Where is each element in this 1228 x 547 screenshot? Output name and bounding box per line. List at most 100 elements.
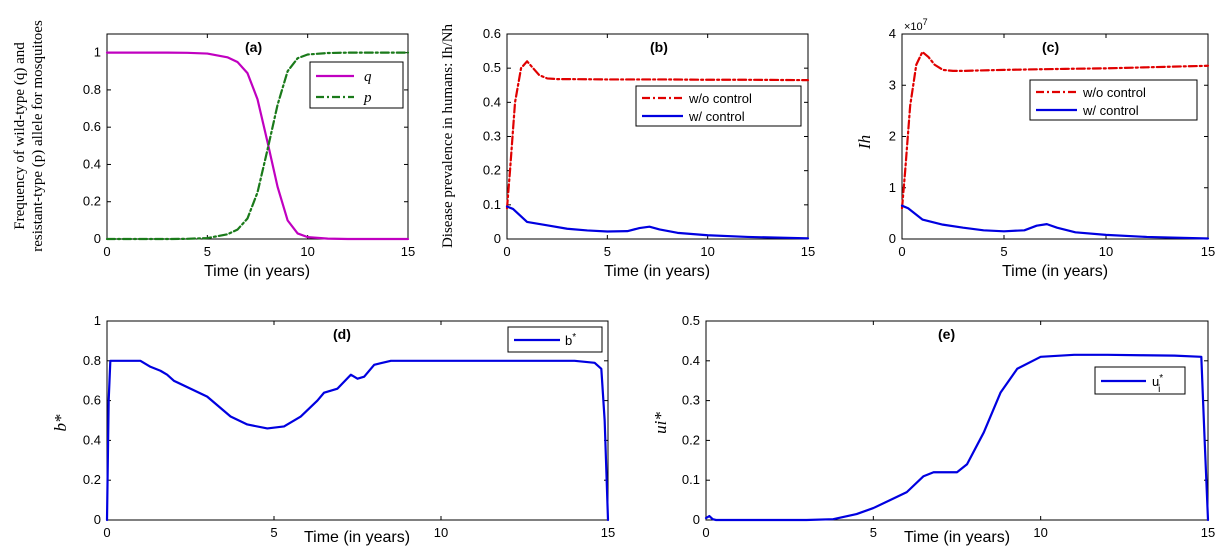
panel-b-ytick-label: 0.3 [483, 129, 501, 144]
panel-c-ylabel: Ih [855, 135, 874, 150]
panel-d-ylabel: b* [51, 414, 70, 432]
panel-a-xlabel: Time (in years) [204, 263, 310, 280]
panel-b-legend-box [635, 85, 802, 127]
panel-b-series-1-line [505, 205, 810, 240]
panel-b-plot: 0 5 10 15 0 0.1 0.2 0.3 0.4 0.5 0.6 [483, 26, 815, 259]
panel-c-axes [901, 33, 1209, 240]
panel-e-ylabel: ui* [651, 412, 670, 434]
panel-e-ytick-label: 0.3 [682, 393, 700, 408]
panel-d-ytick-label: 0.4 [83, 432, 101, 447]
panel-c-legend-box [1029, 79, 1198, 121]
panel-d-xtick-label: 5 [270, 525, 277, 540]
panel-c-ytick-label: 0 [889, 231, 896, 246]
panel-a-legend-label-p: p [363, 90, 372, 106]
panel-e-xlabel: Time (in years) [904, 529, 1010, 546]
panel-a-plot: 0 5 10 15 0 0.2 0.4 0.6 0.8 1 [83, 34, 415, 259]
panel-c-ytick-label: 3 [889, 77, 896, 92]
panel-d-ytick-label: 1 [94, 313, 101, 328]
panel-d-ytick-label: 0.8 [83, 353, 101, 368]
panel-a-axes [106, 33, 409, 240]
panel-b-ylabel: Disease prevalence in humans: Ih/Nh [440, 23, 456, 248]
panel-a-ylabel-line2: resistant-type (p) allele for mosquitoes [30, 20, 46, 252]
panel-d: 0 5 10 15 0 0.2 0.4 0.6 0.8 1 (d) Time (in years)… [51, 313, 615, 546]
panel-b-legend-label-w: w/ control [688, 109, 745, 124]
panel-d-xtick-label: 0 [103, 525, 110, 540]
panel-b-xtick-label: 10 [700, 244, 714, 259]
panel-e-ytick-label: 0.4 [682, 353, 700, 368]
panel-c-plot: 0 5 10 15 0 1 2 3 4 [889, 26, 1215, 259]
panel-e-ytick-label: 0 [693, 512, 700, 527]
panel-d-axes [106, 320, 609, 521]
panel-c-xtick-label: 10 [1099, 244, 1113, 259]
panel-e-axes [705, 320, 1209, 521]
panel-b-series-0-line [505, 60, 810, 210]
panel-a-legend-label-q: q [364, 69, 372, 85]
panel-e: 0 5 10 15 0 0.1 0.2 0.3 0.4 0.5 (e) Time (in year… [651, 313, 1215, 546]
panel-e-xtick-label: 10 [1033, 525, 1047, 540]
panel-d-xlabel: Time (in years) [304, 529, 410, 546]
panel-a-series-1-line [105, 51, 410, 241]
panel-b-ytick-label: 0.1 [483, 197, 501, 212]
panel-a-ytick-label: 0.6 [83, 119, 101, 134]
panel-a-ytick-label: 0.8 [83, 82, 101, 97]
panel-c-legend: w/o control w/ control [1029, 79, 1198, 121]
panel-b-ytick-label: 0 [494, 231, 501, 246]
panel-a-legend-box [309, 61, 404, 109]
panel-a-xtick-label: 5 [204, 244, 211, 259]
panel-a-ylabel-line1: Frequency of wild-type (q) and [12, 42, 28, 230]
panel-e-xtick-label: 0 [702, 525, 709, 540]
panel-b-legend-label-wo: w/o control [688, 91, 752, 106]
panel-e-legend: u* i [1094, 366, 1186, 395]
panel-b-xlabel: Time (in years) [604, 263, 710, 280]
panel-c-ytick-label: 2 [889, 129, 896, 144]
panel-a: 0 5 10 15 0 0.2 0.4 0.6 0.8 1 (a) Time (in years)… [12, 20, 415, 280]
panel-b-ytick-label: 0.6 [483, 26, 501, 41]
panel-a-legend: q p [309, 61, 404, 109]
panel-a-label: (a) [245, 39, 262, 55]
panel-c-series-1-line [900, 204, 1210, 240]
panel-e-plot: 0 5 10 15 0 0.1 0.2 0.3 0.4 0.5 [682, 313, 1215, 540]
panel-a-xtick-label: 10 [300, 244, 314, 259]
panel-b-xtick-label: 15 [801, 244, 815, 259]
panel-c-xtick-label: 15 [1201, 244, 1215, 259]
panel-c-xtick-label: 5 [1000, 244, 1007, 259]
panel-e-xtick-label: 15 [1201, 525, 1215, 540]
panel-d-ytick-label: 0 [94, 512, 101, 527]
panel-a-xtick-label: 0 [103, 244, 110, 259]
panel-d-legend: b* [507, 326, 603, 353]
panel-d-label: (d) [333, 326, 351, 342]
panel-b-label: (b) [650, 39, 668, 55]
panel-d-legend-label: b* [565, 332, 576, 348]
panel-b-ytick-label: 0.4 [483, 94, 501, 109]
panel-e-legend-label: u* i [1152, 373, 1163, 395]
panel-b-axes [506, 33, 809, 240]
panel-c-label: (c) [1042, 39, 1059, 55]
panel-b-ytick-label: 0.2 [483, 163, 501, 178]
panel-b-xtick-label: 5 [604, 244, 611, 259]
panel-d-xtick-label: 15 [601, 525, 615, 540]
panel-d-ytick-label: 0.6 [83, 393, 101, 408]
panel-e-ytick-label: 0.1 [682, 472, 700, 487]
panel-b-ytick-label: 0.5 [483, 60, 501, 75]
panel-c-series-0-line [900, 50, 1210, 210]
panel-e-label: (e) [938, 326, 955, 342]
panel-c-xtick-label: 0 [898, 244, 905, 259]
panel-e-ytick-label: 0.5 [682, 313, 700, 328]
panel-c-legend-label-wo: w/o control [1082, 85, 1146, 100]
panel-a-xtick-label: 15 [401, 244, 415, 259]
panel-a-ytick-label: 0.2 [83, 194, 101, 209]
panel-d-xtick-label: 10 [434, 525, 448, 540]
panel-c-legend-label-w: w/ control [1082, 103, 1139, 118]
panel-c-ytick-label: 4 [889, 26, 896, 41]
panel-b: 0 5 10 15 0 0.1 0.2 0.3 0.4 0.5 0.6 (b) Time (in y… [440, 23, 815, 280]
panel-d-series-0-line [105, 359, 610, 522]
panel-c-ytick-label: 1 [889, 180, 896, 195]
panel-e-ytick-label: 0.2 [682, 432, 700, 447]
panel-c-y-multiplier: ×107 [904, 17, 928, 33]
panel-c-xlabel: Time (in years) [1002, 263, 1108, 280]
panel-e-xtick-label: 5 [870, 525, 877, 540]
panel-a-ytick-label: 1 [94, 45, 101, 60]
panel-d-ytick-label: 0.2 [83, 472, 101, 487]
